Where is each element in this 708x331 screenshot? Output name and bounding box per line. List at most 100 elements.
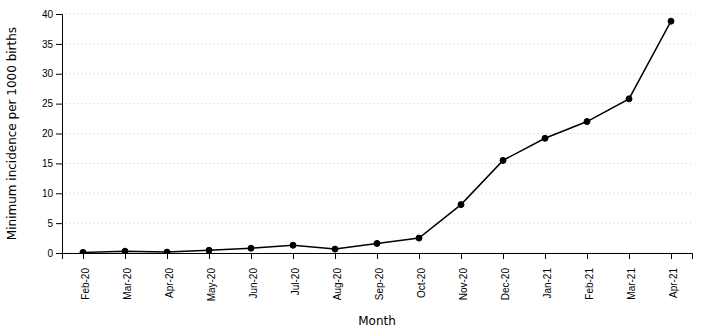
y-tick-label: 0	[47, 248, 53, 259]
x-tick-label: Jan-21	[542, 268, 553, 299]
x-tick-mark	[545, 253, 546, 259]
y-tick-label: 25	[42, 98, 54, 109]
point	[248, 245, 254, 251]
point	[458, 202, 464, 208]
grid-line	[62, 43, 692, 44]
x-tick: Dec-20	[500, 253, 511, 300]
grid-line	[62, 14, 692, 15]
y-tick-mark	[56, 14, 62, 15]
point	[542, 135, 548, 141]
point	[500, 157, 506, 163]
x-axis-title: Month	[358, 314, 396, 328]
x-tick-label: Mar-21	[626, 268, 637, 300]
chart: Feb-20 Mar-20 Apr-20 May-20 Jun-20 Jul-20 Aug-…	[0, 0, 708, 331]
point	[374, 240, 380, 246]
grid-line	[62, 133, 692, 134]
x-tick-mark	[209, 253, 210, 259]
x-tick: Oct-20	[416, 253, 427, 298]
x-tick: Feb-20	[80, 253, 91, 300]
x-tick: Apr-20	[164, 253, 175, 298]
point	[164, 249, 170, 253]
y-tick: 30	[42, 68, 62, 79]
y-axis-line	[56, 15, 63, 254]
y-tick: 10	[42, 188, 62, 199]
x-tick-mark	[167, 253, 168, 259]
y-tick: 25	[42, 98, 62, 109]
point	[584, 119, 590, 125]
x-axis: Feb-20 Mar-20 Apr-20 May-20 Jun-20 Jul-20 Aug-…	[63, 253, 693, 301]
x-tick-mark	[671, 253, 672, 259]
x-tick: Mar-20	[122, 253, 133, 300]
point	[668, 18, 674, 24]
x-tick-mark	[335, 253, 336, 259]
y-tick-label: 40	[42, 9, 54, 20]
x-tick-mark	[629, 253, 630, 259]
x-tick-mark	[251, 253, 252, 259]
grid-line	[62, 103, 692, 104]
x-tick-label: May-20	[206, 268, 217, 302]
x-tick-mark	[587, 253, 588, 259]
line	[83, 21, 671, 252]
point	[122, 248, 128, 253]
x-tick: Feb-21	[584, 253, 595, 300]
x-tick-label: Sep-20	[374, 268, 385, 301]
x-tick: Jan-21	[542, 253, 553, 299]
x-tick-label: Dec-20	[500, 268, 511, 301]
x-tick-label: Aug-20	[332, 268, 343, 301]
grid	[62, 14, 692, 253]
x-tick: Jun-20	[248, 253, 259, 299]
x-tick-label: Nov-20	[458, 268, 469, 301]
x-tick: Aug-20	[332, 253, 343, 300]
marks	[80, 18, 674, 253]
x-tick-label: Mar-20	[122, 268, 133, 300]
y-tick: 35	[42, 39, 62, 50]
y-tick-mark	[56, 253, 62, 254]
x-tick-mark	[83, 253, 84, 259]
y-tick-label: 15	[42, 158, 54, 169]
y-tick: 5	[47, 218, 62, 229]
point	[206, 247, 212, 253]
x-tick: Apr-21	[668, 253, 679, 298]
x-tick: Jul-20	[290, 253, 301, 295]
y-tick-mark	[56, 223, 62, 224]
y-tick-mark	[56, 134, 62, 135]
y-tick: 20	[42, 128, 62, 139]
y-tick-mark	[56, 163, 62, 164]
point	[332, 246, 338, 252]
point	[80, 249, 86, 253]
y-tick-mark	[56, 74, 62, 75]
x-tick: Nov-20	[458, 253, 469, 300]
y-tick-mark	[56, 44, 62, 45]
y-tick-label: 5	[47, 218, 53, 229]
grid-line	[62, 163, 692, 164]
x-tick-mark	[461, 253, 462, 259]
x-tick-label: Oct-20	[416, 268, 427, 298]
y-tick-label: 20	[42, 128, 54, 139]
point	[626, 96, 632, 102]
x-tick-label: Feb-20	[80, 268, 91, 300]
point	[416, 235, 422, 241]
y-tick-mark	[56, 104, 62, 105]
grid-line	[62, 193, 692, 194]
x-tick: Sep-20	[374, 253, 385, 300]
x-tick-mark	[293, 253, 294, 259]
x-tick-mark	[419, 253, 420, 259]
x-tick-mark	[503, 253, 504, 259]
x-tick-label: Jun-20	[248, 268, 259, 299]
y-axis-title: Minimum incidence per 1000 births	[5, 27, 19, 240]
y-tick-label: 30	[42, 68, 54, 79]
grid-line	[62, 73, 692, 74]
y-tick-mark	[56, 193, 62, 194]
x-tick-mark	[125, 253, 126, 259]
x-tick-label: Feb-21	[584, 268, 595, 300]
y-tick: 15	[42, 158, 62, 169]
x-tick-mark	[377, 253, 378, 259]
x-tick-label: Jul-20	[290, 268, 301, 296]
y-tick: 0	[47, 248, 62, 259]
y-axis: 0 5 10 15 20 25 30 35 40	[42, 9, 63, 259]
x-axis-line	[63, 254, 693, 260]
plot: Feb-20 Mar-20 Apr-20 May-20 Jun-20 Jul-20 Aug-…	[42, 9, 693, 302]
x-tick: May-20	[206, 253, 217, 301]
grid-line	[62, 223, 692, 224]
x-tick-label: Apr-21	[668, 268, 679, 298]
